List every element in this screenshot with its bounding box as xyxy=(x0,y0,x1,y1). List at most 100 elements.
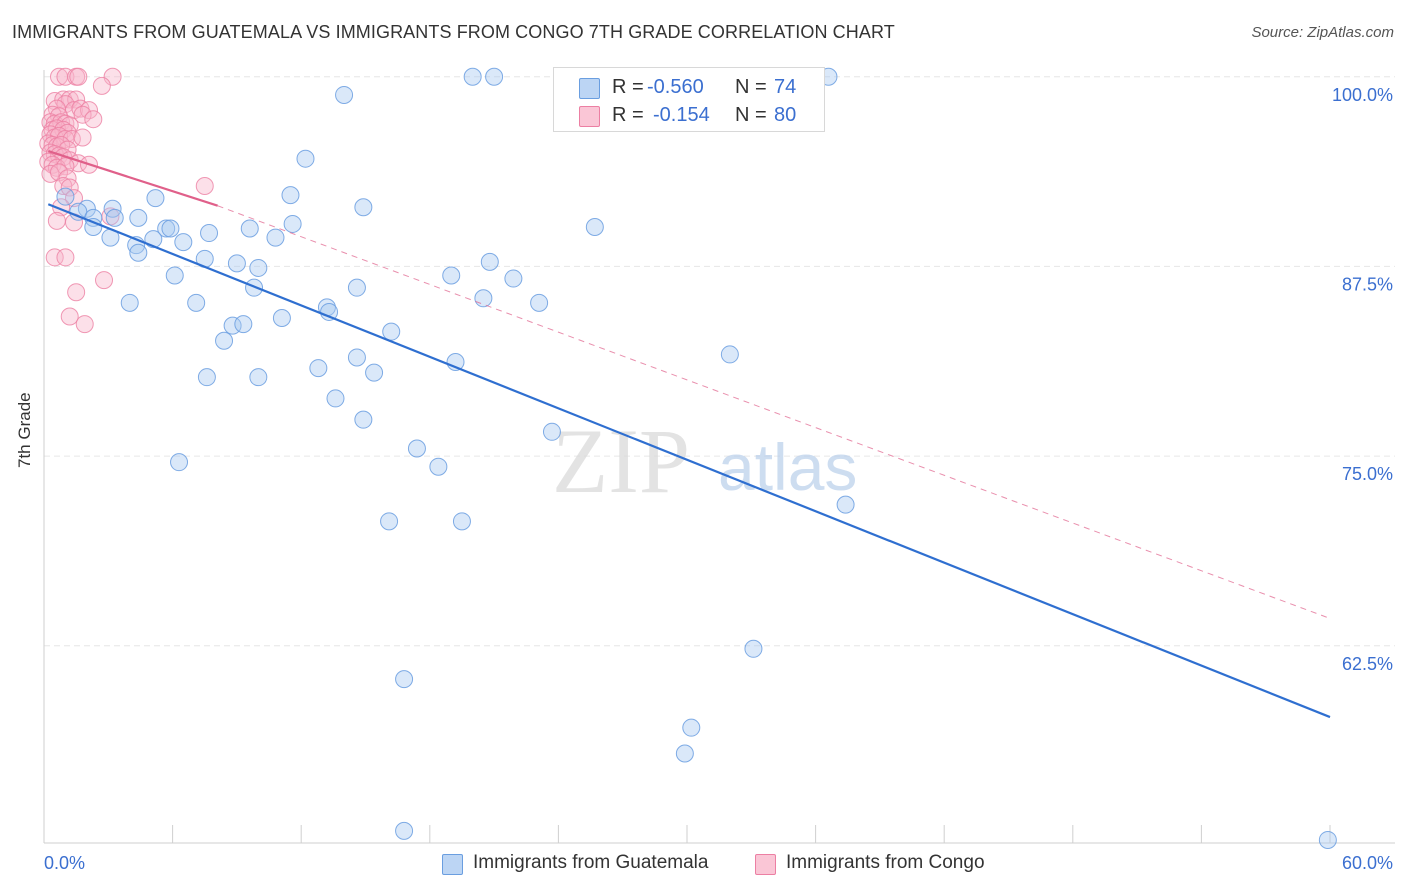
congo-point xyxy=(75,315,94,334)
congo-point xyxy=(95,271,114,290)
congo-point xyxy=(195,177,214,196)
n-value: 80 xyxy=(774,104,797,126)
guatemala-point xyxy=(407,439,426,458)
correlation-legend: R = -0.560 N = 74 R = -0.154 N = 80 xyxy=(553,67,825,132)
trend-lines xyxy=(47,150,1331,719)
guatemala-point xyxy=(720,345,739,364)
r-value: -0.560 xyxy=(647,76,704,98)
x-tick-label: 0.0% xyxy=(44,853,85,873)
guatemala-point xyxy=(165,266,184,285)
guatemala-point xyxy=(215,331,234,350)
guatemala-point xyxy=(309,359,328,378)
guatemala-point xyxy=(542,422,561,441)
watermark: ZIP atlas xyxy=(552,410,857,512)
guatemala-point xyxy=(442,266,461,285)
y-tick-label: 100.0% xyxy=(1332,85,1393,105)
guatemala-point xyxy=(174,233,193,252)
congo-legend-label: Immigrants from Congo xyxy=(786,852,985,873)
guatemala-point xyxy=(249,258,268,277)
congo-points xyxy=(39,67,214,334)
guatemala-point xyxy=(129,208,148,227)
congo-trend-extension xyxy=(217,205,1331,619)
guatemala-point xyxy=(382,322,401,341)
guatemala-point xyxy=(326,389,345,408)
n-label: N = xyxy=(735,104,767,126)
guatemala-point xyxy=(170,453,189,472)
guatemala-point xyxy=(347,348,366,367)
guatemala-point xyxy=(452,512,471,531)
source-credit: Source: ZipAtlas.com xyxy=(1251,24,1394,41)
guatemala-point xyxy=(272,309,291,328)
r-label: R = xyxy=(612,104,644,126)
guatemala-point xyxy=(395,670,414,689)
congo-swatch xyxy=(579,106,600,127)
legend-row-guatemala: R = -0.560 N = 74 xyxy=(554,74,824,102)
guatemala-point xyxy=(197,368,216,387)
guatemala-point xyxy=(281,186,300,205)
guatemala-point xyxy=(56,187,75,206)
congo-point xyxy=(80,101,99,120)
guatemala-point xyxy=(474,289,493,308)
guatemala-point xyxy=(1318,830,1337,849)
congo-point xyxy=(73,128,92,147)
guatemala-point xyxy=(354,198,373,217)
y-tick-label: 87.5% xyxy=(1342,274,1393,294)
guatemala-point xyxy=(129,243,148,262)
guatemala-point xyxy=(365,363,384,382)
congo-trend-line xyxy=(47,150,218,207)
congo-point xyxy=(54,177,73,196)
guatemala-point xyxy=(682,718,701,737)
guatemala-point xyxy=(347,278,366,297)
tick-labels: 100.0% 87.5% 75.0% 62.5% 0.0% 60.0% xyxy=(44,85,1393,873)
congo-point xyxy=(60,307,79,326)
watermark-zip: ZIP xyxy=(552,410,690,512)
guatemala-point xyxy=(146,189,165,208)
y-tick-label: 62.5% xyxy=(1342,654,1393,674)
x-tick-label: 60.0% xyxy=(1342,853,1393,873)
guatemala-point xyxy=(504,269,523,288)
congo-point xyxy=(47,211,66,230)
grid-lines xyxy=(44,76,1395,647)
r-value: -0.154 xyxy=(653,104,710,126)
guatemala-point xyxy=(227,254,246,273)
guatemala-point xyxy=(485,67,504,86)
guatemala-legend-swatch xyxy=(442,854,463,875)
guatemala-point xyxy=(395,821,414,840)
guatemala-point xyxy=(585,217,604,236)
guatemala-point xyxy=(744,639,763,658)
congo-point xyxy=(69,67,88,86)
congo-point xyxy=(73,105,92,124)
guatemala-point xyxy=(187,293,206,312)
guatemala-point xyxy=(240,219,259,238)
guatemala-point xyxy=(463,67,482,86)
congo-point xyxy=(54,90,73,109)
watermark-atlas: atlas xyxy=(718,430,857,504)
guatemala-points xyxy=(56,67,1337,849)
guatemala-point xyxy=(530,293,549,312)
congo-point xyxy=(67,283,86,302)
guatemala-point xyxy=(296,149,315,168)
guatemala-point xyxy=(836,495,855,514)
guatemala-legend-label: Immigrants from Guatemala xyxy=(473,852,709,873)
guatemala-point xyxy=(105,208,124,227)
guatemala-point xyxy=(249,368,268,387)
guatemala-point xyxy=(320,302,339,321)
congo-point xyxy=(67,90,86,109)
congo-point xyxy=(84,110,103,129)
y-axis-label: 7th Grade xyxy=(15,392,34,468)
congo-legend-swatch xyxy=(755,854,776,875)
guatemala-point xyxy=(283,214,302,233)
congo-point xyxy=(56,248,75,267)
legend-row-congo: R = -0.154 N = 80 xyxy=(554,102,824,130)
guatemala-point xyxy=(266,228,285,247)
congo-point xyxy=(60,178,79,197)
guatemala-point xyxy=(161,219,180,238)
congo-point xyxy=(45,248,64,267)
guatemala-point xyxy=(429,457,448,476)
guatemala-point xyxy=(675,744,694,763)
axes xyxy=(43,70,1395,844)
guatemala-swatch xyxy=(579,78,600,99)
guatemala-point xyxy=(84,217,103,236)
n-value: 74 xyxy=(774,76,797,98)
